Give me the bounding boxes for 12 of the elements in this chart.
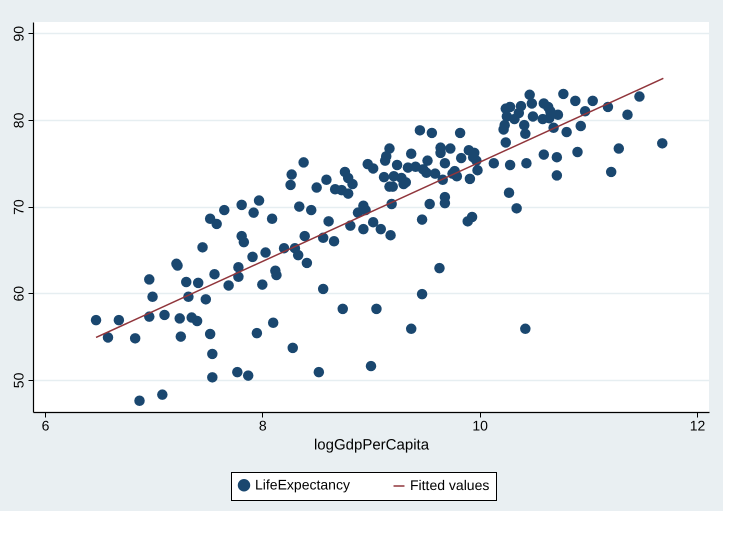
legend-label: LifeExpectancy (255, 476, 350, 492)
y-tick-label: 50 (10, 372, 26, 388)
y-tick-label: 80 (10, 112, 26, 128)
x-axis-title: logGdpPerCapita (314, 436, 430, 454)
x-tick-label: 10 (472, 418, 488, 434)
x-tick-label: 12 (690, 418, 706, 434)
x-tick-label: 6 (42, 418, 50, 434)
y-tick-label: 60 (10, 286, 26, 302)
x-tick-label: 8 (258, 418, 267, 434)
y-tick-label: 90 (10, 26, 26, 42)
legend-label: Fitted values (410, 477, 490, 493)
y-tick-label: 70 (10, 199, 26, 215)
